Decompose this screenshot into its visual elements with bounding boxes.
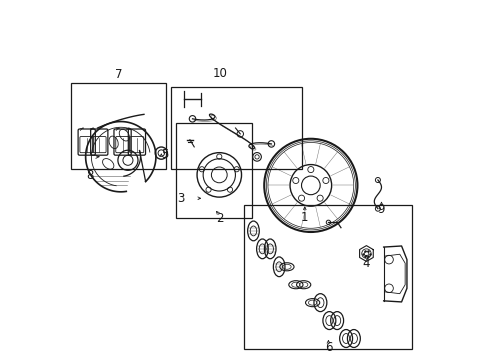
Text: 2: 2 [215, 212, 223, 225]
Text: 10: 10 [213, 67, 227, 80]
Text: 4: 4 [362, 257, 369, 270]
Text: 9: 9 [377, 203, 385, 216]
Text: 6: 6 [324, 341, 331, 354]
Text: 3: 3 [177, 192, 184, 205]
Text: 8: 8 [86, 169, 93, 182]
Text: 1: 1 [301, 211, 308, 224]
Bar [171, 87, 301, 169]
Bar [176, 123, 251, 218]
Bar [70, 83, 165, 169]
Text: 5: 5 [161, 148, 168, 161]
Text: 7: 7 [114, 68, 122, 81]
Bar [244, 205, 411, 348]
